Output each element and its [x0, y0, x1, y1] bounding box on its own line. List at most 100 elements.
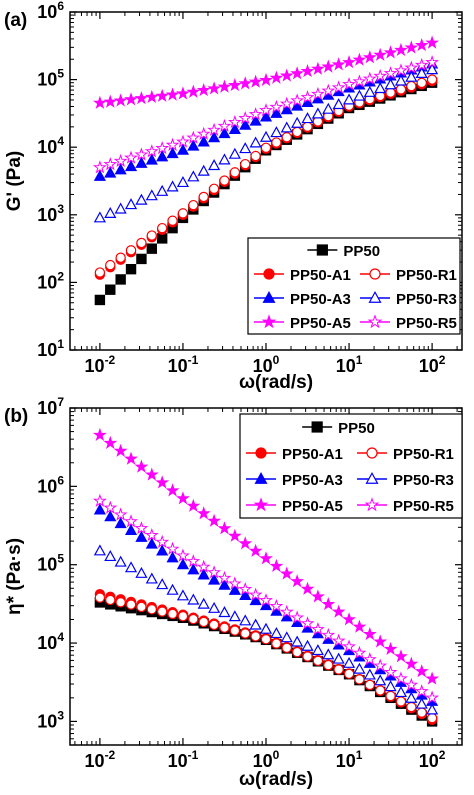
data-point — [259, 103, 273, 117]
data-point — [134, 521, 149, 535]
series-pp50-a5 — [92, 427, 440, 685]
data-point — [166, 583, 179, 595]
data-point — [280, 103, 293, 115]
data-point — [124, 160, 138, 172]
data-point — [321, 83, 336, 97]
data-point — [259, 593, 273, 607]
data-point — [362, 627, 377, 641]
data-point — [134, 459, 149, 473]
chart-panel-b: 10-2 10-1 100 101 102 103 104 105 106 107 ω(rad/s)… — [4, 395, 463, 790]
data-point — [271, 137, 282, 148]
data-point — [136, 253, 147, 265]
data-point — [395, 84, 407, 95]
legend-box — [247, 237, 461, 335]
y-tick-label: 106 — [37, 0, 64, 22]
x-tick-label: 100 — [253, 353, 280, 376]
data-point — [124, 198, 138, 210]
data-point — [279, 68, 294, 82]
data-point — [196, 506, 211, 520]
data-point — [310, 589, 325, 603]
data-point — [93, 544, 106, 556]
data-point — [165, 483, 180, 497]
data-point — [373, 47, 388, 61]
data-point — [145, 153, 158, 165]
data-point — [93, 169, 106, 181]
data-point — [217, 79, 232, 93]
data-point — [187, 170, 200, 182]
data-point — [176, 86, 190, 100]
series-pp50-r1 — [94, 592, 438, 724]
data-point — [176, 491, 190, 505]
data-point — [92, 95, 107, 109]
panel-label: (a) — [4, 10, 27, 31]
data-point — [259, 622, 273, 634]
data-point — [301, 112, 314, 124]
data-point — [198, 616, 209, 628]
data-point — [426, 703, 439, 715]
data-point — [156, 233, 168, 244]
data-point — [198, 191, 209, 203]
legend-label: PP50-R3 — [396, 291, 457, 308]
data-point — [176, 176, 190, 188]
data-point — [404, 656, 419, 670]
data-point — [156, 578, 169, 590]
legend-entry-pp50-r3: PP50-R3 — [357, 472, 454, 489]
series-pp50-a5 — [92, 35, 440, 109]
data-point — [92, 160, 107, 174]
legend-entry-pp50-a5: PP50-A5 — [254, 314, 351, 332]
data-point — [197, 597, 210, 609]
legend-entry-pp50-r3: PP50-R3 — [360, 291, 457, 308]
legend-marker — [367, 314, 383, 329]
data-point — [177, 611, 189, 622]
legend: PP50 PP50-A1 PP50-R1 PP50-A3 PP50-R3 PP50-A5 P… — [239, 413, 463, 519]
data-point — [217, 118, 232, 133]
data-point — [134, 147, 149, 161]
data-point — [321, 59, 336, 73]
data-point — [281, 132, 292, 143]
data-point — [249, 594, 262, 606]
data-point — [374, 685, 386, 696]
data-point — [219, 622, 230, 633]
data-point — [384, 680, 397, 692]
legend-marker — [366, 447, 378, 459]
data-point — [136, 237, 147, 249]
data-point — [115, 252, 126, 263]
data-point — [260, 634, 272, 645]
legend-label: PP50-R5 — [393, 498, 454, 515]
data-point — [300, 616, 315, 630]
data-point — [354, 674, 365, 685]
data-point — [218, 153, 231, 165]
data-point — [311, 107, 324, 119]
data-point — [103, 435, 118, 449]
data-point — [134, 91, 149, 105]
data-point — [124, 451, 138, 465]
data-point — [302, 121, 313, 132]
legend-entry-pp50-r1: PP50-R1 — [360, 267, 457, 284]
data-point — [248, 543, 263, 557]
data-point — [301, 639, 314, 651]
data-point — [279, 604, 294, 618]
data-point — [208, 131, 221, 143]
data-point — [342, 93, 356, 105]
data-point — [177, 208, 189, 219]
data-point — [280, 121, 293, 133]
data-point — [352, 645, 367, 659]
data-point — [310, 622, 325, 636]
data-point — [146, 230, 158, 241]
data-point — [196, 126, 211, 140]
data-point — [300, 581, 315, 595]
data-point — [144, 144, 159, 158]
data-point — [165, 541, 180, 555]
legend-label: PP50-A3 — [282, 472, 343, 489]
data-point — [238, 76, 253, 90]
data-point — [93, 211, 106, 223]
data-point — [167, 608, 178, 620]
x-tick-label: 101 — [336, 748, 363, 771]
data-point — [383, 641, 398, 656]
data-point — [94, 294, 106, 306]
data-point — [405, 691, 418, 703]
data-point — [425, 690, 440, 704]
legend-entry-pp50-a5: PP50-A5 — [246, 497, 343, 515]
data-point — [105, 594, 116, 606]
x-tick-label: 100 — [253, 748, 280, 771]
